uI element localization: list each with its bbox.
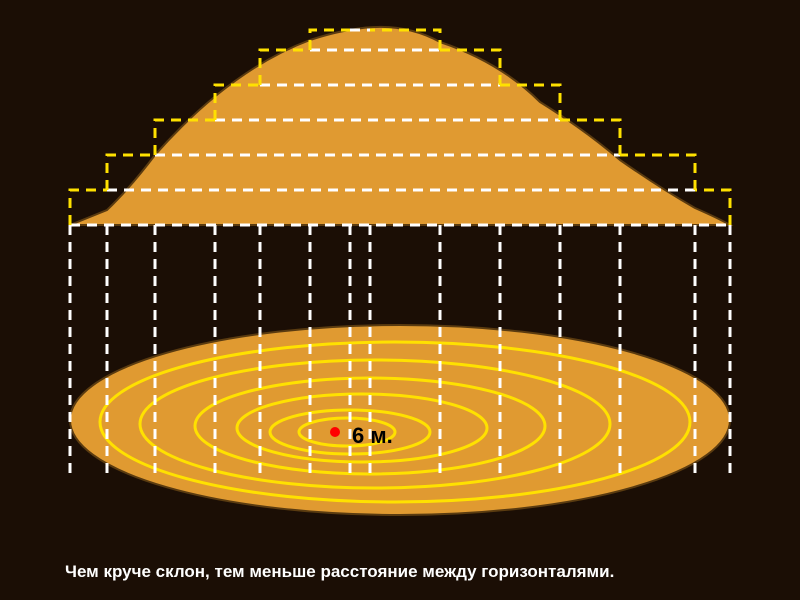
diagram-stage: 6 м. Чем круче склон, тем меньше расстоя… bbox=[0, 0, 800, 600]
diagram-svg bbox=[0, 0, 800, 600]
caption-text: Чем круче склон, тем меньше расстояние м… bbox=[65, 562, 614, 582]
center-elevation-label: 6 м. bbox=[352, 423, 393, 449]
